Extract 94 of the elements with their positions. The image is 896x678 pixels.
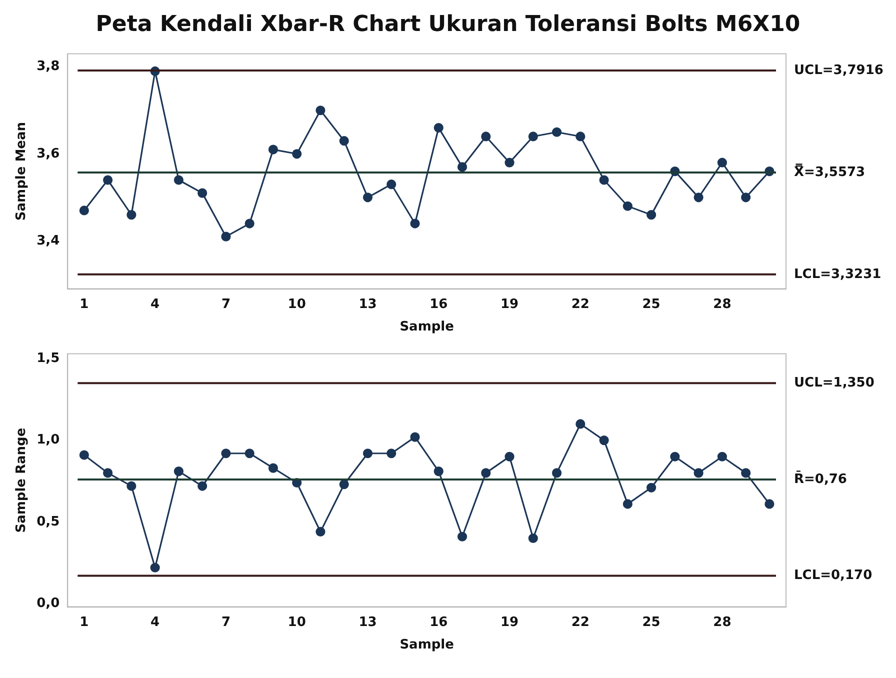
x-tick-label: 22 bbox=[571, 296, 590, 312]
x-tick-label: 25 bbox=[642, 614, 660, 630]
x-tick-label: 4 bbox=[150, 296, 160, 312]
ref-line-label: X̿=3,5573 bbox=[794, 163, 866, 180]
ref-line-label: R̄=0,76 bbox=[794, 470, 847, 487]
point bbox=[292, 149, 302, 159]
point bbox=[504, 452, 514, 462]
point bbox=[528, 533, 538, 544]
point bbox=[79, 450, 89, 460]
point bbox=[268, 463, 278, 473]
x-tick-label: 4 bbox=[150, 614, 160, 630]
x-tick-label: 19 bbox=[500, 614, 519, 630]
x-tick-label: 16 bbox=[430, 296, 448, 312]
point bbox=[386, 448, 396, 458]
point bbox=[339, 480, 349, 490]
point bbox=[694, 192, 704, 202]
point bbox=[599, 436, 609, 446]
y-tick-label: 1,0 bbox=[36, 432, 60, 448]
point bbox=[174, 175, 184, 185]
point bbox=[339, 136, 349, 146]
x-tick-label: 1 bbox=[80, 296, 89, 312]
ref-line-label: UCL=3,7916 bbox=[794, 62, 884, 78]
x-tick-label: 25 bbox=[642, 296, 660, 312]
point bbox=[528, 132, 538, 142]
ref-line-label: UCL=1,350 bbox=[794, 376, 874, 391]
chart-title: Peta Kendali Xbar-R Chart Ukuran Toleransi Bolts M6X10 bbox=[94, 12, 802, 37]
point bbox=[576, 419, 586, 429]
point bbox=[362, 192, 373, 202]
point bbox=[386, 180, 396, 190]
point bbox=[717, 452, 727, 462]
point bbox=[174, 466, 184, 476]
point bbox=[198, 188, 208, 198]
point bbox=[670, 452, 680, 462]
y-tick-label: 3,6 bbox=[36, 146, 60, 162]
y-tick-label: 1,5 bbox=[36, 351, 60, 366]
x-tick-label: 7 bbox=[221, 614, 230, 630]
x-tick-label: 7 bbox=[221, 296, 230, 312]
point bbox=[457, 532, 468, 542]
point bbox=[457, 162, 468, 172]
x-tick-label: 13 bbox=[358, 614, 377, 630]
point bbox=[362, 448, 373, 458]
x-tick-label: 22 bbox=[571, 614, 590, 630]
point bbox=[150, 562, 160, 572]
point bbox=[244, 218, 254, 228]
point bbox=[434, 122, 444, 133]
point bbox=[79, 206, 89, 216]
y-tick-label: 3,4 bbox=[36, 233, 60, 248]
x-tick-label: 28 bbox=[713, 614, 732, 630]
point bbox=[552, 127, 562, 137]
x-axis-title: Sample bbox=[400, 638, 454, 653]
point bbox=[599, 175, 609, 185]
point bbox=[741, 468, 751, 478]
point bbox=[103, 468, 113, 478]
point bbox=[481, 132, 491, 142]
point bbox=[622, 201, 632, 211]
point bbox=[126, 210, 136, 220]
point bbox=[481, 468, 491, 478]
x-axis-title: Sample bbox=[400, 320, 454, 335]
point bbox=[576, 132, 586, 142]
ref-line-label: LCL=3,3231 bbox=[794, 266, 882, 282]
point bbox=[694, 468, 704, 478]
point bbox=[717, 158, 727, 168]
point bbox=[646, 482, 656, 492]
point bbox=[410, 218, 420, 228]
x-tick-label: 1 bbox=[80, 614, 89, 630]
x-tick-label: 28 bbox=[713, 296, 732, 312]
x-tick-label: 19 bbox=[500, 296, 519, 312]
y-tick-label: 0,5 bbox=[36, 514, 60, 530]
x-tick-label: 10 bbox=[288, 296, 306, 312]
point bbox=[103, 175, 113, 185]
y-tick-label: 3,8 bbox=[36, 59, 60, 74]
point bbox=[244, 448, 254, 458]
point bbox=[126, 481, 136, 491]
point bbox=[552, 468, 562, 478]
x-tick-label: 10 bbox=[288, 614, 306, 630]
y-axis-title: Sample Range bbox=[14, 428, 30, 533]
point bbox=[316, 526, 326, 537]
ref-line-label: LCL=0,170 bbox=[794, 568, 872, 584]
point bbox=[504, 158, 514, 168]
point bbox=[410, 432, 420, 442]
point bbox=[741, 192, 751, 202]
point bbox=[646, 210, 656, 220]
x-tick-label: 13 bbox=[358, 296, 377, 312]
point bbox=[198, 481, 208, 491]
point bbox=[764, 499, 774, 509]
point bbox=[622, 499, 632, 509]
y-tick-label: 0,0 bbox=[36, 596, 60, 611]
point bbox=[268, 144, 278, 154]
point bbox=[434, 466, 444, 476]
point bbox=[221, 448, 231, 458]
point bbox=[316, 106, 326, 116]
x-tick-label: 16 bbox=[430, 614, 448, 630]
point bbox=[221, 232, 231, 242]
y-axis-title: Sample Mean bbox=[14, 122, 30, 221]
